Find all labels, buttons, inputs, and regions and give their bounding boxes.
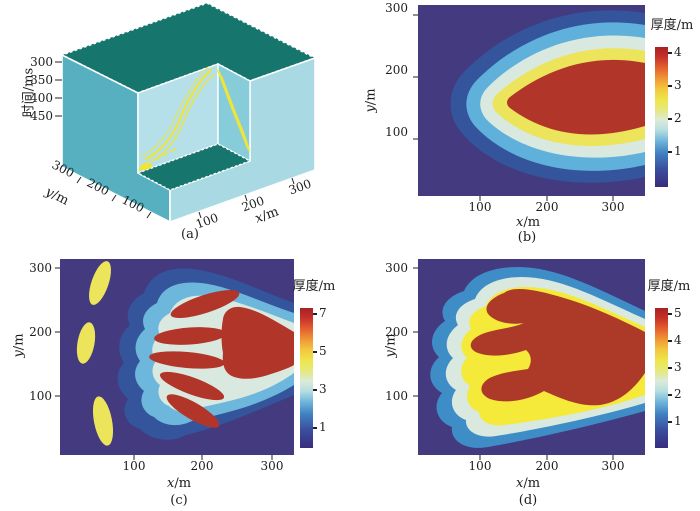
x-tick-300: 300 xyxy=(601,459,625,473)
colorbar-c xyxy=(300,308,313,448)
subplot-b: y/m 300 200 100 100 200 300 x/m (b) 厚度/m… xyxy=(340,0,700,250)
channel-traces-right-wall xyxy=(216,68,251,152)
cb-tick-2: 2 xyxy=(674,387,682,401)
y-tick-100: 100 xyxy=(385,389,408,403)
x-axis-ticks xyxy=(198,177,295,219)
cb-tick-2: 2 xyxy=(674,111,682,125)
y-tick-100: 100 xyxy=(385,125,408,139)
x-axis-label: x/m xyxy=(515,476,541,491)
axis-ticks xyxy=(413,267,614,460)
axis-ticks xyxy=(413,14,614,201)
colorbar-tickmark xyxy=(668,52,672,54)
red-trunk-and-fingers xyxy=(149,289,294,428)
colorbar-tickmark xyxy=(313,427,317,429)
cb-tick-4: 4 xyxy=(674,333,682,347)
cb-tick-1: 1 xyxy=(674,414,682,428)
y-tick-100: 100 xyxy=(29,389,52,403)
colorbar-tickmark xyxy=(668,151,672,153)
cb-tick-3: 3 xyxy=(674,360,682,374)
seismic-cube-plot xyxy=(55,2,316,223)
colorbar-tickmark xyxy=(668,118,672,120)
colorbar-label: 厚度/m xyxy=(650,18,694,33)
colorbar-d xyxy=(655,308,668,448)
contour-core-red xyxy=(507,59,645,135)
y-tick-200: 200 xyxy=(29,325,52,339)
x-tick-200: 200 xyxy=(190,459,214,473)
time-tick-350: 350 xyxy=(30,73,53,87)
subplot-a: 时间/ms 300 350 400 450 300 200 100 y/m 10… xyxy=(5,0,355,250)
time-tick-300: 300 xyxy=(30,55,53,69)
heatmap-d xyxy=(413,259,645,460)
cb-tick-5: 5 xyxy=(319,344,327,358)
x-axis-label: x/m xyxy=(515,215,541,230)
y-tick-300: 300 xyxy=(29,261,52,275)
colorbar-label: 厚度/m xyxy=(292,279,336,294)
cb-tick-3: 3 xyxy=(674,78,682,92)
caption-d: (d) xyxy=(518,493,538,508)
time-tick-450: 450 xyxy=(30,109,53,123)
heatmap-b xyxy=(413,5,645,201)
colorbar-label: 厚度/m xyxy=(647,279,691,294)
colorbar-tickmark xyxy=(313,351,317,353)
x-tick-100: 100 xyxy=(468,459,492,473)
cb-tick-5: 5 xyxy=(674,306,682,320)
cube-cut-floor xyxy=(137,143,251,191)
colorbar-tickmark xyxy=(668,367,672,369)
y-tick-300: 300 xyxy=(385,1,408,15)
x-tick-200: 200 xyxy=(535,459,559,473)
y-axis-label: y/m xyxy=(363,88,379,113)
y-tick-300: 300 xyxy=(385,261,408,275)
caption-a: (a) xyxy=(181,227,199,242)
colorbar-tickmark xyxy=(313,313,317,315)
channel-traces-left-wall xyxy=(138,66,215,171)
x-tick-300: 300 xyxy=(601,200,625,214)
subplot-d: y/m 300 200 100 100 200 300 x/m (d) 厚度/m… xyxy=(360,250,700,511)
axis-ticks xyxy=(55,267,273,460)
caption-c: (c) xyxy=(170,493,188,508)
time-axis-ticks xyxy=(55,61,62,117)
subplot-c: y/m 300 200 100 100 200 300 x/m (c) 厚度/m… xyxy=(0,250,360,511)
channel-pod xyxy=(139,163,153,171)
x-tick-100: 100 xyxy=(468,200,492,214)
detached-yellow-pods xyxy=(76,261,114,446)
heatmap-c xyxy=(55,259,294,460)
cb-tick-3: 3 xyxy=(319,382,327,396)
x-tick-100: 100 xyxy=(122,459,146,473)
cb-tick-1: 1 xyxy=(319,420,327,434)
cb-tick-7: 7 xyxy=(319,306,327,320)
colorbar-tickmark xyxy=(668,394,672,396)
colorbar-tickmark xyxy=(668,340,672,342)
cb-tick-1: 1 xyxy=(674,144,682,158)
cb-tick-4: 4 xyxy=(674,45,682,59)
x-tick-300: 300 xyxy=(260,459,284,473)
y-axis-ticks xyxy=(76,176,152,219)
colorbar-tickmark xyxy=(313,389,317,391)
colorbar-b xyxy=(655,47,668,187)
caption-b: (b) xyxy=(517,230,537,245)
y-tick-200: 200 xyxy=(385,325,408,339)
y-tick-200: 200 xyxy=(385,63,408,77)
x-axis-label: x/m xyxy=(166,476,192,491)
contour-core-red xyxy=(470,288,645,406)
colorbar-tickmark xyxy=(668,85,672,87)
x-tick-200: 200 xyxy=(535,200,559,214)
colorbar-tickmark xyxy=(668,313,672,315)
colorbar-tickmark xyxy=(668,421,672,423)
time-tick-400: 400 xyxy=(30,91,53,105)
